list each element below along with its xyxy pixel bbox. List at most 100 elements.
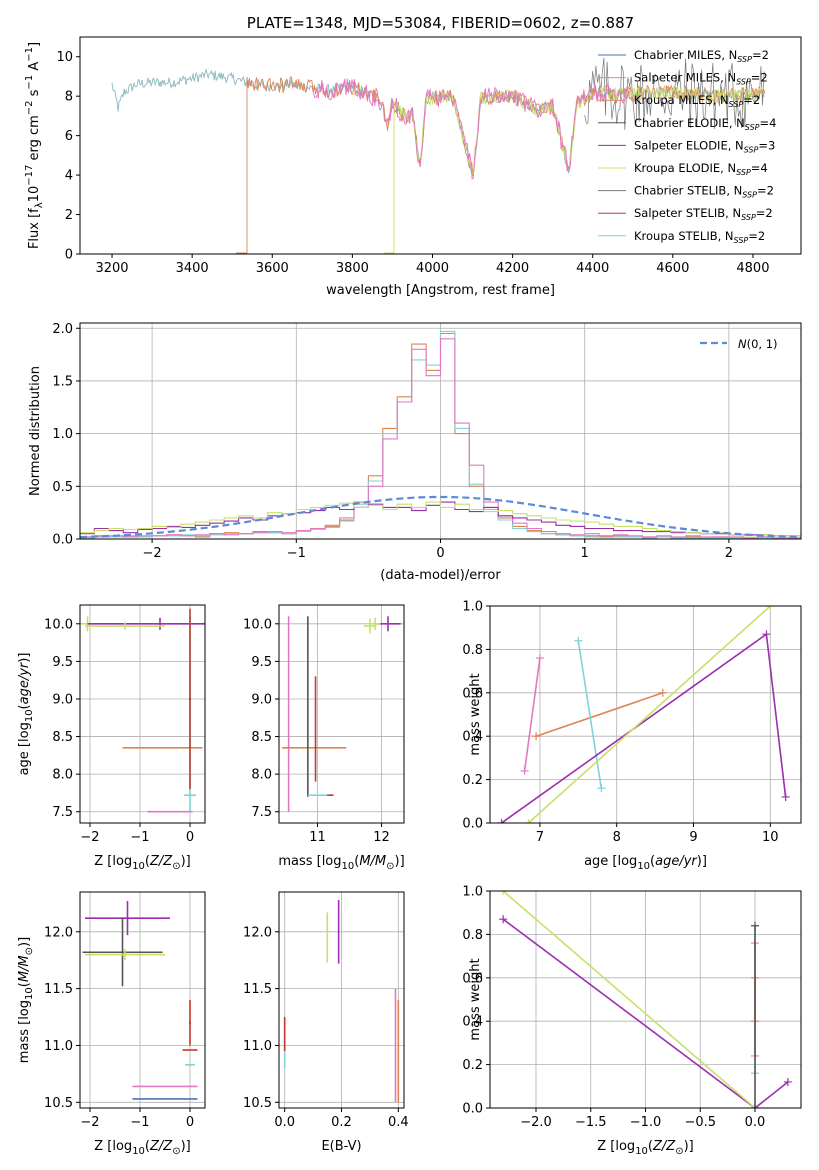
y-tick-label: 7.5 [52, 805, 73, 820]
label-part: ( [17, 982, 32, 987]
label-part: )] [697, 854, 707, 869]
x-tick-label: 11 [309, 830, 326, 845]
x-tick-label: 3600 [256, 261, 289, 276]
label-part: =4 [751, 161, 768, 175]
label-part: =2 [756, 206, 773, 220]
label-part: s [27, 89, 42, 100]
chabrier-stelib-line [584, 57, 765, 130]
label-part: SSP [737, 55, 752, 64]
mass-weight-vs-metallicity-panel: −2.0 −1.5 −1.0 −0.5 0.0 0.0 0.2 0.4 0.6 0.8 1.0 mas… [462, 885, 802, 1157]
label-part: 10 [635, 1146, 648, 1157]
plus-marker [751, 1104, 760, 1108]
y-tick-label: 0 [65, 248, 73, 263]
label-part: Chabrier ELODIE, N [634, 116, 745, 130]
label-part: SSP [729, 100, 744, 109]
x-tick-label: −1 [287, 546, 306, 561]
weight-line [577, 640, 603, 789]
label-part: Z [log [94, 1139, 132, 1154]
label-part: SSP [736, 168, 751, 177]
label-part: (0, 1) [747, 337, 778, 351]
x-tick-label: 4000 [416, 261, 449, 276]
x-tick-label: −1 [130, 830, 149, 845]
axes-frame [79, 322, 802, 540]
x-tick-label: 0.2 [331, 1115, 352, 1130]
plus-marker [499, 891, 508, 895]
label-part: Salpeter ELODIE, N [634, 138, 744, 152]
label-part: )] [17, 937, 32, 947]
label-part: 10 [132, 861, 145, 872]
label-part: =4 [760, 116, 777, 130]
x-axis-label: Z [log10(Z/Z⊙)] [597, 1139, 694, 1157]
label-part: −17 [24, 165, 35, 186]
label-part: Chabrier STELIB, N [634, 184, 742, 198]
y-tick-label: 7.5 [251, 805, 272, 820]
y-axis-label: Flux [fλ10−17 erg cm−2 s−1 A−1] [24, 42, 45, 249]
x-axis-label: age [log10(age/yr)] [584, 854, 707, 872]
label-part: ] [27, 42, 42, 47]
x-tick-label: 1 [581, 546, 589, 561]
y-axis-label: mass weight [468, 673, 483, 755]
mass-weight-vs-age-panel: 7 8 9 10 0.0 0.2 0.4 0.6 0.8 1.0 mass weight age [l… [462, 600, 802, 872]
plot-area [80, 330, 801, 539]
plus-marker [532, 732, 541, 741]
x-tick-label: 0 [436, 546, 444, 561]
x-axis-label: Z [log10(Z/Z⊙)] [94, 1139, 191, 1157]
label-part: age/yr [17, 661, 32, 704]
weight-line [523, 657, 541, 772]
label-part: −1 [24, 47, 35, 62]
kroupa-elodie-model-line [384, 84, 765, 254]
x-tick-label: −0.5 [684, 1115, 716, 1130]
chart-title: PLATE=1348, MJD=53084, FIBERID=0602, z=0… [247, 14, 634, 32]
label-part: ⊙ [172, 1146, 180, 1157]
legend: N(0, 1) [700, 337, 778, 351]
label-part: −2 [24, 100, 35, 115]
label-part: =2 [757, 184, 774, 198]
x-tick-label: −2 [80, 1115, 99, 1130]
label-part: )] [395, 854, 405, 869]
label-part: 10 [24, 987, 35, 1000]
residual-histogram-panel: −2 −1 0 1 2 0.0 0.5 1.0 1.5 2.0 (data-model)/error… [28, 322, 802, 583]
y-tick-label: 0.4 [462, 730, 483, 745]
y-tick-label: 11.5 [44, 982, 73, 997]
x-tick-label: 4600 [656, 261, 689, 276]
label-part: ( [354, 854, 359, 869]
y-tick-label: 9.5 [251, 655, 272, 670]
x-tick-label: 8 [613, 830, 621, 845]
x-tick-label: 2 [725, 546, 733, 561]
x-tick-label: −2 [143, 546, 162, 561]
plus-marker [497, 819, 506, 823]
label-part: 10 [27, 186, 42, 203]
plus-marker [658, 688, 667, 697]
x-tick-label: −2.0 [520, 1115, 552, 1130]
label-part: SSP [741, 213, 756, 222]
legend-entry: Salpeter ELODIE, NSSP=3 [634, 138, 775, 154]
legend-entry: N(0, 1) [738, 337, 778, 351]
y-tick-label: 0.0 [462, 817, 483, 832]
y-axis-label: age [log10(age/yr)] [17, 653, 35, 776]
mass-vs-ebv-panel: 0.0 0.2 0.4 10.5 11.0 11.5 12.0 E(B-V) [243, 891, 409, 1154]
label-part: age/yr [655, 854, 698, 869]
age-vs-metallicity-panel: −2 −1 07.58.08.59.09.510.0Z [log10(Z/Z⊙)]a… [17, 604, 206, 872]
plus-marker [535, 654, 544, 663]
x-tick-label: 3400 [176, 261, 209, 276]
label-part: ( [650, 854, 655, 869]
label-part: ⊙ [172, 861, 180, 872]
legend-entry: Kroupa MILES, NSSP=2 [634, 93, 760, 109]
x-tick-label: 10 [762, 830, 779, 845]
x-tick-label: 0.4 [388, 1115, 409, 1130]
y-tick-label: 10.0 [44, 617, 73, 632]
y-tick-label: 0.2 [462, 1058, 483, 1073]
label-part: )] [181, 1139, 191, 1154]
label-part: 10 [342, 861, 355, 872]
label-part: M/M [359, 854, 386, 869]
plus-marker [524, 819, 533, 823]
label-part: =2 [751, 71, 768, 85]
label-part: mass [log [17, 1000, 32, 1063]
legend-entry: Kroupa STELIB, NSSP=2 [634, 229, 765, 245]
label-part: SSP [745, 123, 760, 132]
y-tick-label: 11.5 [243, 982, 272, 997]
label-part: N [738, 337, 747, 351]
y-tick-label: 2.0 [52, 322, 73, 337]
label-part: Z/Z [652, 1139, 676, 1154]
